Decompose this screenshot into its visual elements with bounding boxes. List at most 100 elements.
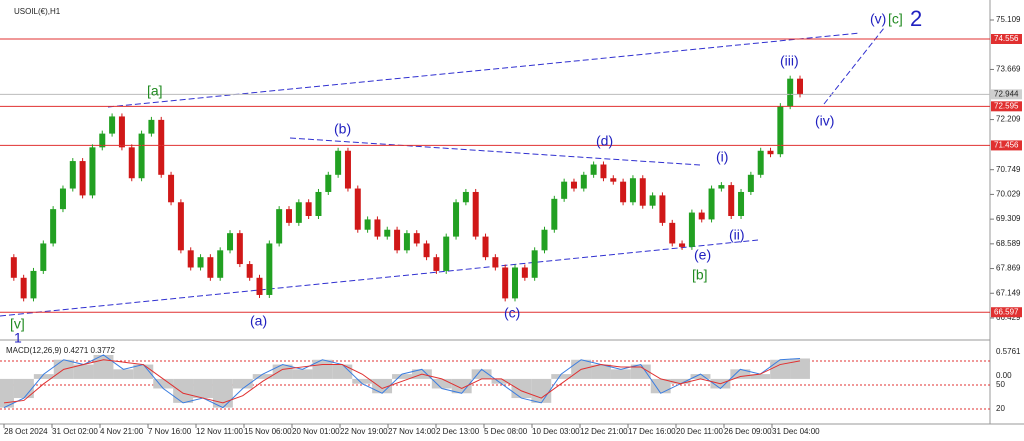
level-label: 74.556 bbox=[994, 34, 1019, 43]
x-tick-label: 20 Dec 11:00 bbox=[676, 427, 724, 436]
macd-axis-label: 0.00 bbox=[996, 371, 1012, 380]
x-tick-label: 4 Nov 21:00 bbox=[100, 427, 144, 436]
macd-bar bbox=[212, 378, 233, 408]
price-label: 72.944 bbox=[994, 89, 1019, 98]
macd-bar bbox=[730, 369, 751, 379]
wave-label: (b) bbox=[334, 121, 351, 137]
wave-label: (d) bbox=[596, 133, 613, 149]
wave-label: [c] bbox=[888, 11, 903, 27]
wave-label: (i) bbox=[716, 149, 728, 165]
macd-bar bbox=[332, 364, 353, 379]
x-tick-label: 22 Nov 19:00 bbox=[340, 427, 388, 436]
macd-bar bbox=[352, 378, 373, 384]
macd-bar bbox=[193, 378, 213, 399]
level-tag bbox=[991, 33, 1022, 44]
wave-label: [v] bbox=[10, 316, 25, 332]
level-tag bbox=[991, 140, 1022, 151]
x-tick-label: 28 Oct 2024 bbox=[4, 427, 48, 436]
wave-label: [a] bbox=[147, 83, 163, 99]
wave-label: 2 bbox=[910, 6, 922, 31]
wave-label: (v) bbox=[870, 11, 886, 27]
macd-bar bbox=[451, 378, 472, 394]
macd-bar bbox=[750, 374, 771, 379]
level-tag bbox=[991, 101, 1022, 112]
y-tick-label: 73.669 bbox=[996, 65, 1021, 74]
macd-bar bbox=[73, 364, 94, 379]
macd-bar bbox=[591, 364, 611, 379]
trend-line bbox=[0, 239, 759, 317]
chart-title: USOIL(€),H1 bbox=[14, 7, 61, 16]
y-tick-label: 67.869 bbox=[996, 264, 1021, 273]
wave-label: (c) bbox=[504, 305, 520, 321]
y-tick-label: 69.309 bbox=[996, 214, 1021, 223]
x-tick-label: 27 Nov 14:00 bbox=[388, 427, 436, 436]
wave-label: (iv) bbox=[815, 113, 834, 129]
x-tick-label: 20 Nov 01:00 bbox=[292, 427, 340, 436]
macd-bar bbox=[232, 378, 253, 389]
trend-line bbox=[823, 27, 885, 105]
x-tick-label: 31 Oct 02:00 bbox=[52, 427, 98, 436]
macd-axis-label: 50 bbox=[996, 380, 1005, 389]
wave-label: 1 bbox=[14, 330, 22, 346]
signal-line bbox=[3, 359, 801, 404]
level-label: 71.456 bbox=[994, 141, 1019, 150]
x-tick-label: 5 Dec 08:00 bbox=[484, 427, 528, 436]
wave-label: [b] bbox=[692, 267, 708, 283]
trend-line bbox=[289, 137, 701, 166]
macd-bar bbox=[292, 369, 313, 379]
y-tick-label: 70.749 bbox=[996, 165, 1021, 174]
price-tag bbox=[991, 89, 1022, 100]
macd-bar bbox=[252, 374, 273, 379]
macd-axis-label: 0.5761 bbox=[996, 347, 1021, 356]
macd-bar bbox=[690, 374, 711, 379]
macd-bar bbox=[531, 378, 552, 403]
macd-bar bbox=[650, 378, 671, 394]
macd-bar bbox=[491, 378, 512, 384]
macd-bar bbox=[770, 359, 791, 379]
y-tick-label: 72.209 bbox=[996, 115, 1021, 124]
y-tick-label: 67.149 bbox=[996, 288, 1021, 297]
macd-bar bbox=[511, 378, 532, 399]
level-label: 72.595 bbox=[994, 101, 1019, 110]
macd-bar bbox=[670, 378, 691, 384]
level-tag bbox=[991, 307, 1022, 318]
y-tick-label: 75.109 bbox=[996, 15, 1021, 24]
macd-bar bbox=[392, 374, 412, 379]
macd-bar bbox=[630, 364, 651, 379]
y-tick-label: 68.589 bbox=[996, 239, 1021, 248]
macd-bar bbox=[551, 374, 572, 379]
x-tick-label: 26 Dec 09:00 bbox=[724, 427, 772, 436]
macd-axis-label: 20 bbox=[996, 404, 1005, 413]
macd-bar bbox=[173, 378, 194, 403]
level-label: 66.597 bbox=[994, 307, 1019, 316]
macd-bar bbox=[372, 378, 393, 394]
wave-label: (e) bbox=[694, 247, 711, 263]
macd-bar bbox=[790, 358, 810, 379]
macd-bar bbox=[471, 369, 492, 379]
macd-bar bbox=[0, 378, 14, 408]
trend-lines bbox=[0, 27, 885, 317]
macd-line bbox=[3, 354, 801, 409]
macd-bar bbox=[272, 364, 293, 379]
wave-label: (ii) bbox=[729, 227, 745, 243]
x-tick-label: 10 Dec 03:00 bbox=[532, 427, 580, 436]
wave-label: (a) bbox=[250, 313, 267, 329]
y-tick-label: 66.429 bbox=[996, 313, 1021, 322]
x-tick-label: 12 Nov 11:00 bbox=[196, 427, 244, 436]
x-tick-label: 2 Dec 13:00 bbox=[436, 427, 480, 436]
x-tick-label: 12 Dec 21:00 bbox=[580, 427, 628, 436]
macd-bar bbox=[610, 369, 631, 379]
macd-bar bbox=[431, 378, 452, 389]
macd-bar bbox=[113, 369, 134, 379]
x-tick-label: 7 Nov 16:00 bbox=[148, 427, 192, 436]
macd-label: MACD(12,26,9) 0.4271 0.3772 bbox=[6, 346, 116, 355]
x-tick-label: 17 Dec 16:00 bbox=[628, 427, 676, 436]
macd-bar bbox=[13, 378, 34, 399]
y-tick-label: 70.029 bbox=[996, 190, 1021, 199]
x-tick-label: 31 Dec 04:00 bbox=[772, 427, 820, 436]
macd-bar bbox=[33, 374, 54, 379]
x-tick-label: 15 Nov 06:00 bbox=[244, 427, 292, 436]
macd-bar bbox=[153, 378, 174, 389]
